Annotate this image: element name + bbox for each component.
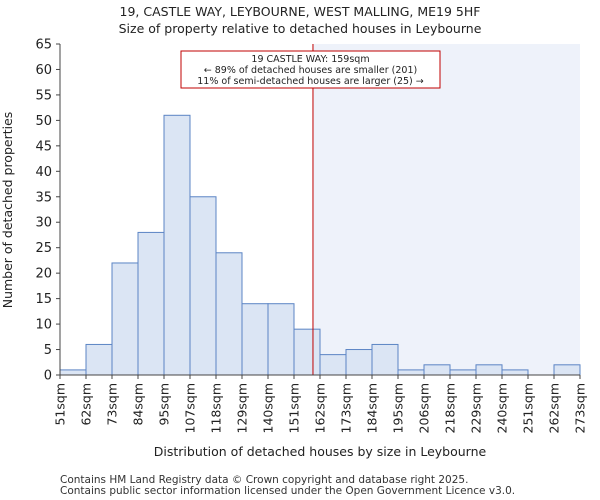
x-tick-label: 51sqm <box>53 383 68 426</box>
highlight-region <box>312 44 580 375</box>
x-tick-label: 129sqm <box>235 383 250 433</box>
x-tick-label: 173sqm <box>339 383 354 433</box>
bar-262sqm <box>553 364 581 376</box>
bar-140sqm <box>267 303 295 376</box>
bar-129sqm <box>241 303 269 376</box>
x-tick-label: 84sqm <box>131 383 146 426</box>
x-tick-label: 151sqm <box>287 383 302 433</box>
footer-line-2: Contains public sector information licen… <box>60 485 516 497</box>
bar-51sqm <box>59 369 87 376</box>
y-tick-label: 10 <box>35 318 52 333</box>
y-tick-label: 45 <box>35 139 52 154</box>
bar-151sqm <box>293 328 321 376</box>
bar-218sqm <box>449 369 477 376</box>
x-tick-label: 184sqm <box>365 383 380 433</box>
x-tick-label: 206sqm <box>417 383 432 433</box>
x-tick-label: 140sqm <box>261 383 276 433</box>
y-tick-label: 50 <box>35 114 52 129</box>
bar-84sqm <box>137 231 165 376</box>
x-tick-label: 251sqm <box>521 383 536 433</box>
bar-184sqm <box>371 343 399 376</box>
y-tick-label: 65 <box>35 38 52 53</box>
bar-95sqm <box>163 114 191 376</box>
x-tick-label: 229sqm <box>469 383 484 433</box>
bar-118sqm <box>215 252 243 376</box>
y-tick-label: 55 <box>35 88 52 103</box>
y-axis-label: Number of detached properties <box>0 112 15 309</box>
bar-195sqm <box>397 369 425 376</box>
x-tick-label: 162sqm <box>313 383 328 433</box>
annotation-box: 19 CASTLE WAY: 159sqm ← 89% of detached … <box>180 50 441 89</box>
y-tick-label: 60 <box>35 63 52 78</box>
chart-subtitle: Size of property relative to detached ho… <box>118 21 482 36</box>
x-tick-label: 107sqm <box>183 383 198 433</box>
chart-title: 19, CASTLE WAY, LEYBOURNE, WEST MALLING,… <box>119 4 481 19</box>
x-tick-label: 240sqm <box>495 383 510 433</box>
y-tick-label: 40 <box>35 165 52 180</box>
bar-62sqm <box>85 343 113 376</box>
annotation-frame <box>180 50 441 89</box>
y-tick-label: 15 <box>35 292 52 307</box>
bar-107sqm <box>189 196 217 376</box>
bar-206sqm <box>423 364 451 376</box>
x-tick-label: 73sqm <box>105 383 120 426</box>
y-tick-label: 20 <box>35 267 52 282</box>
y-tick-label: 0 <box>44 369 52 384</box>
x-tick-label: 118sqm <box>209 383 224 433</box>
bar-229sqm <box>475 364 503 376</box>
footer-line-1: Contains HM Land Registry data © Crown c… <box>60 474 469 486</box>
annotation-line-1: 19 CASTLE WAY: 159sqm <box>251 54 369 65</box>
y-tick-label: 30 <box>35 216 52 231</box>
annotation-line-2: ← 89% of detached houses are smaller (20… <box>204 65 417 76</box>
x-tick-label: 273sqm <box>573 383 588 433</box>
annotation-line-3: 11% of semi-detached houses are larger (… <box>197 76 424 87</box>
y-tick-label: 25 <box>35 241 52 256</box>
bar-240sqm <box>501 369 529 376</box>
x-tick-label: 262sqm <box>547 383 562 433</box>
bar-162sqm <box>319 354 347 376</box>
bar-73sqm <box>111 262 139 376</box>
y-tick-label: 35 <box>35 190 52 205</box>
y-tick-label: 5 <box>44 343 52 358</box>
bar-173sqm <box>345 349 373 376</box>
x-tick-label: 218sqm <box>443 383 458 433</box>
x-axis-label: Distribution of detached houses by size … <box>154 444 487 459</box>
x-tick-label: 95sqm <box>157 383 172 426</box>
x-tick-label: 195sqm <box>391 383 406 433</box>
x-tick-label: 62sqm <box>79 383 94 426</box>
